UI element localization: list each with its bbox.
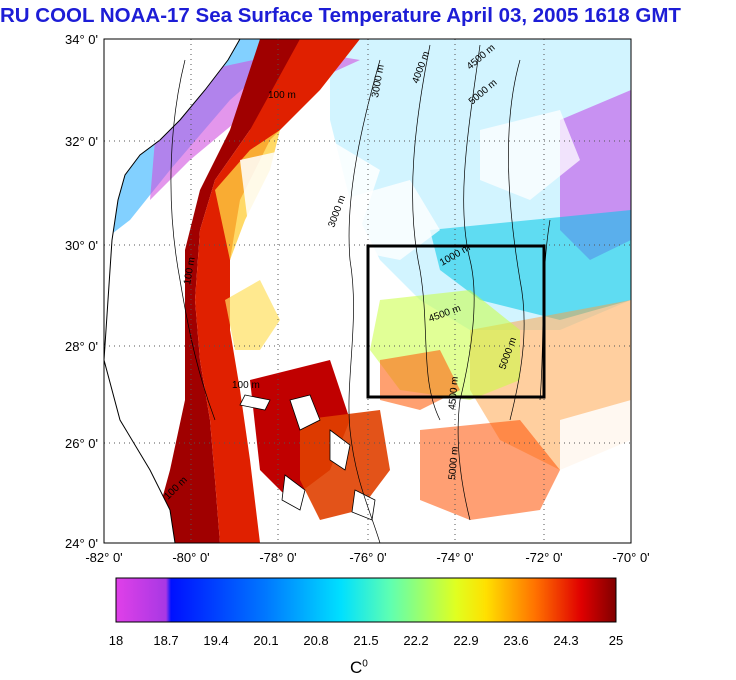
map-grid — [104, 39, 631, 543]
lon-label-80: -80° 0' — [172, 550, 209, 565]
lat-label-24: 24° 0' — [65, 536, 98, 551]
lon-label-72: -72° 0' — [525, 550, 562, 565]
sst-imagery — [104, 39, 631, 543]
lon-label-78: -78° 0' — [259, 550, 296, 565]
lon-label-82: -82° 0' — [85, 550, 122, 565]
map-panel: 100 m 100 m 100 m 3000 m 3000 m 4000 m 4… — [65, 32, 650, 565]
map-frame — [103, 38, 632, 544]
lat-label-32: 32° 0' — [65, 134, 98, 149]
study-area-box — [366, 244, 546, 399]
colorbar-tick-22-2: 22.2 — [403, 633, 428, 648]
colorbar-unit: C0 — [350, 658, 368, 678]
lat-label-26: 26° 0' — [65, 436, 98, 451]
colorbar-tick-19-4: 19.4 — [203, 633, 228, 648]
map-title: RU COOL NOAA-17 Sea Surface Temperature … — [0, 4, 681, 27]
colorbar-tick-25: 25 — [609, 633, 623, 648]
colorbar-unit-letter: C — [350, 658, 363, 677]
colorbar-tick-24-3: 24.3 — [553, 633, 578, 648]
contour-label-100m-south: 100 m — [232, 380, 260, 391]
contour-label-5000m-south: 5000 m — [447, 446, 461, 480]
colorbar-tick-21-5: 21.5 — [353, 633, 378, 648]
lat-label-34: 34° 0' — [65, 32, 98, 47]
colorbar-tick-18: 18 — [109, 633, 123, 648]
colorbar-tick-18-7: 18.7 — [153, 633, 178, 648]
lon-label-74: -74° 0' — [436, 550, 473, 565]
lat-label-30: 30° 0' — [65, 238, 98, 253]
colorbar-ticks: 18 18.7 19.4 20.1 20.8 21.5 22.2 22.9 23… — [109, 633, 623, 648]
lat-label-28: 28° 0' — [65, 339, 98, 354]
colorbar-scale — [115, 577, 617, 623]
lon-label-76: -76° 0' — [349, 550, 386, 565]
colorbar: 18 18.7 19.4 20.1 20.8 21.5 22.2 22.9 23… — [109, 577, 623, 648]
longitude-axis: -82° 0' -80° 0' -78° 0' -76° 0' -74° 0' … — [85, 550, 649, 565]
colorbar-tick-20-1: 20.1 — [253, 633, 278, 648]
colorbar-unit-superscript: 0 — [362, 658, 368, 670]
contour-label-100m-north: 100 m — [268, 90, 296, 101]
lon-label-70: -70° 0' — [612, 550, 649, 565]
colorbar-tick-23-6: 23.6 — [503, 633, 528, 648]
contour-label-4500m-south: 4500 m — [447, 376, 461, 410]
latitude-axis: 34° 0' 32° 0' 30° 0' 28° 0' 26° 0' 24° 0… — [65, 32, 98, 551]
colorbar-tick-22-9: 22.9 — [453, 633, 478, 648]
contour-label-100m-west: 100 m — [182, 256, 198, 285]
colorbar-tick-20-8: 20.8 — [303, 633, 328, 648]
